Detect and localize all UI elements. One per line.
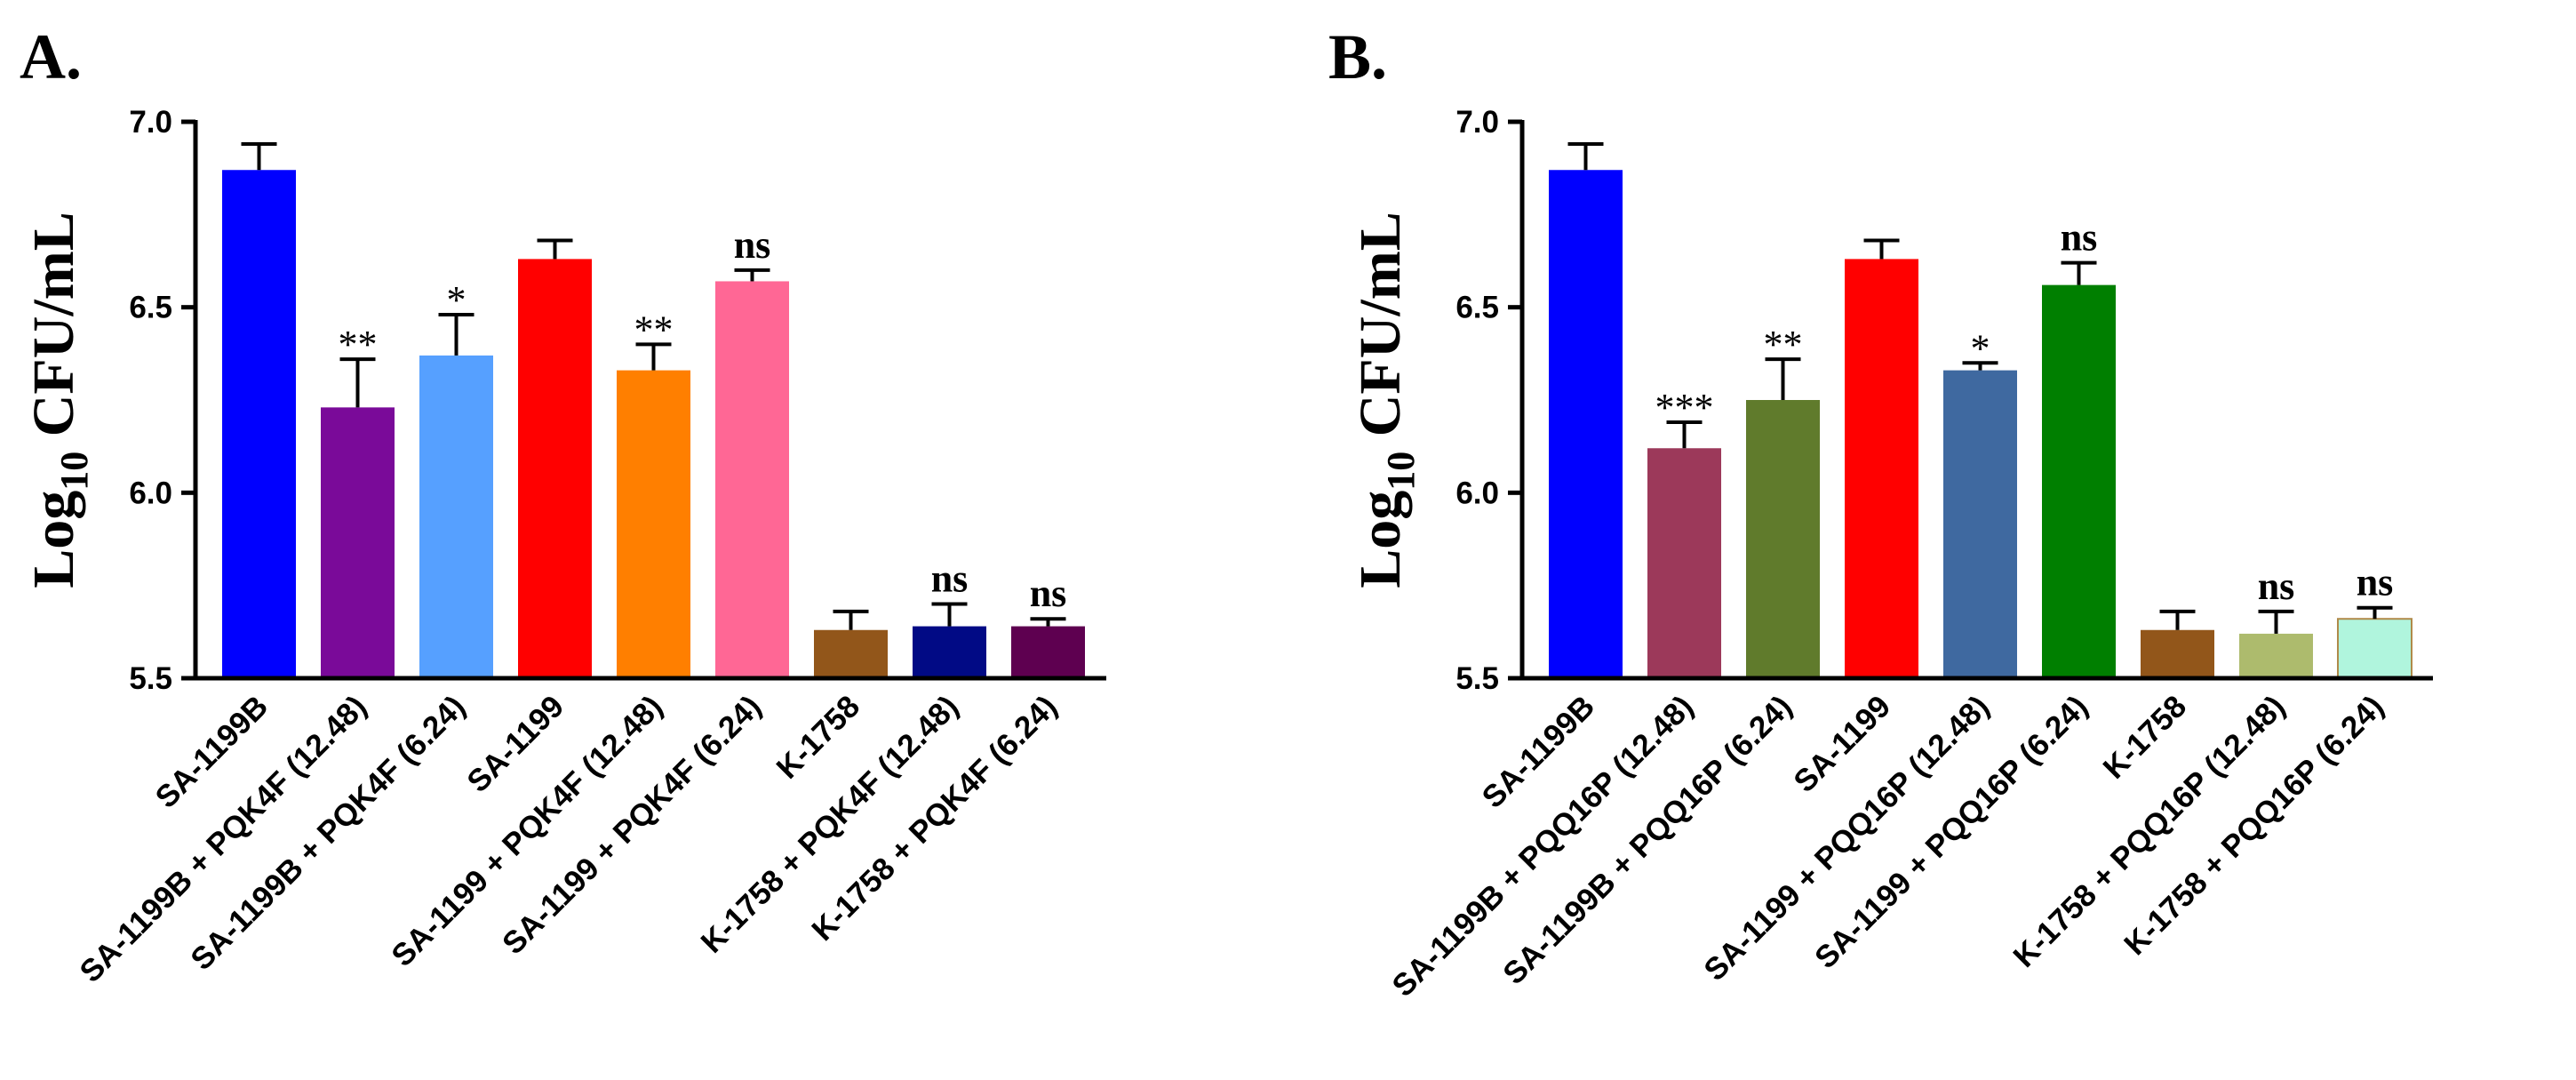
bar [321,407,395,678]
y-axis-label-unit: CFU/mL [21,212,86,451]
y-axis-label-subscript: 10 [52,452,96,491]
y-tick-label: 5.5 [1455,661,1499,696]
significance-label: ** [1764,323,1803,366]
y-tick-label: 6.5 [1455,291,1499,325]
bar [1845,259,1918,678]
bar [1549,170,1623,679]
bar [2141,629,2214,678]
significance-label: ns [1030,572,1067,615]
y-tick-label: 6.5 [129,291,172,325]
significance-label: * [447,278,467,322]
y-axis-label: Log10 CFU/mL [21,212,96,588]
significance-label: ns [734,223,771,267]
y-axis-label-main: Log [21,491,86,588]
y-tick-label: 7.0 [129,105,172,140]
bar [1746,400,1820,678]
bar [2239,633,2313,678]
bar [2042,284,2116,678]
y-axis-label-unit: CFU/mL [1348,212,1413,451]
significance-label: * [1971,326,1990,370]
bar [617,370,690,678]
bar [814,629,888,678]
bar [518,259,592,678]
significance-label: ** [339,323,378,366]
category-label: K-1758 [2096,689,2193,786]
significance-label: ns [2258,564,2295,608]
significance-label: ns [2357,561,2394,604]
y-axis-label: Log10 CFU/mL [1348,212,1423,588]
bar [1011,626,1085,678]
y-axis-label-subscript: 10 [1379,452,1423,491]
y-tick-label: 6.0 [1455,476,1499,510]
significance-label: ns [931,557,969,601]
chart-panel-1: B.Log10 CFU/mL5.56.06.57.0SA-1199B***SA-… [1328,21,2433,1004]
significance-label: ns [2061,216,2098,260]
panel-letter: B. [1328,21,1387,92]
panel-letter: A. [20,21,82,92]
bar [1943,370,2017,678]
bar [715,281,789,678]
y-tick-label: 5.5 [129,661,172,696]
significance-label: ** [634,308,674,351]
bar [419,355,493,678]
bar [913,626,986,678]
chart-panel-0: A.Log10 CFU/mL5.56.06.57.0SA-1199B**SA-1… [20,21,1106,989]
y-axis-label-main: Log [1348,491,1413,588]
y-tick-label: 7.0 [1455,105,1499,140]
category-label: K-1758 [770,689,866,786]
bar [222,170,296,679]
y-tick-label: 6.0 [129,476,172,510]
significance-label: *** [1655,386,1714,429]
bar [1647,448,1721,678]
bar [2337,618,2413,680]
